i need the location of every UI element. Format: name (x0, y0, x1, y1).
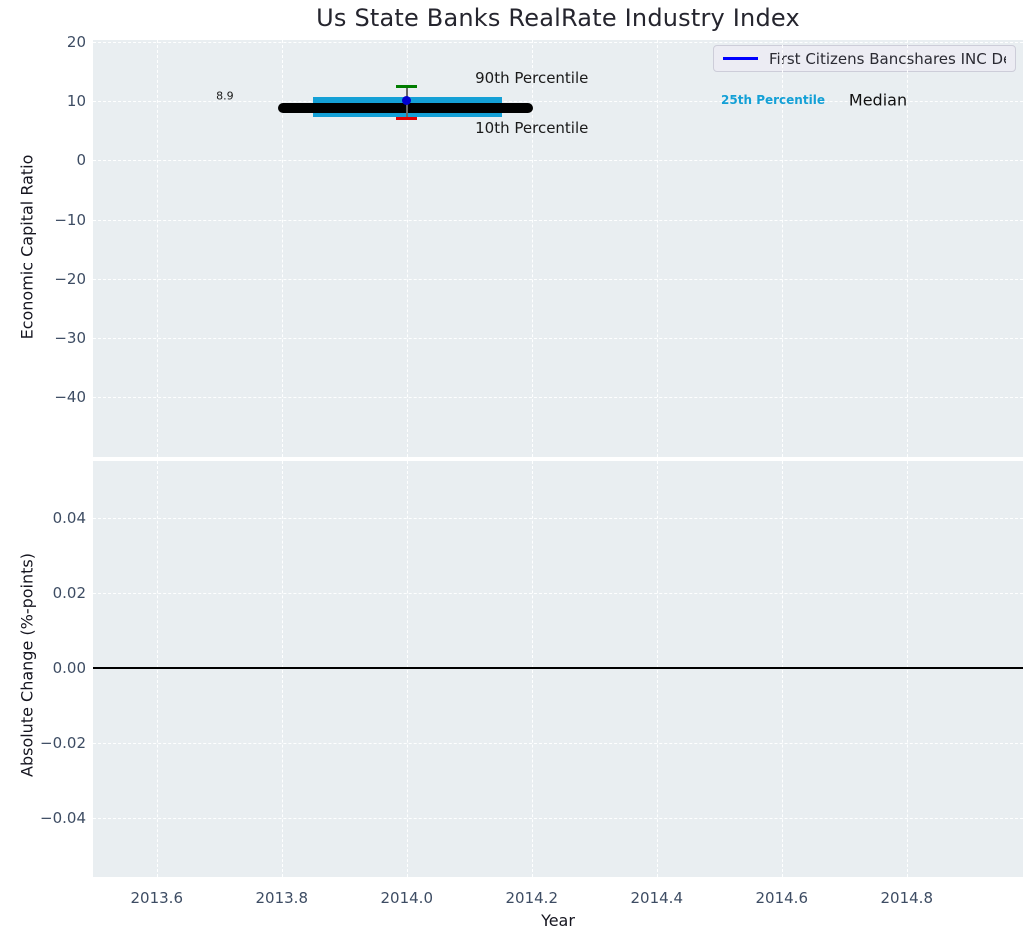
gridline (93, 278, 1023, 280)
errorbar-cap-10th (396, 117, 418, 121)
x-tick-label: 2014.4 (630, 889, 684, 907)
y-tick-label: 20 (66, 33, 86, 52)
legend-line-sample (723, 57, 758, 60)
legend: First Citizens Bancshares INC De (713, 45, 1016, 72)
gridline (906, 40, 908, 457)
y-tick-label: −20 (54, 269, 86, 288)
gridline (93, 219, 1023, 221)
y-tick-label: −0.02 (40, 734, 86, 753)
y-tick-label: −40 (54, 387, 86, 406)
gridline (156, 40, 158, 457)
bottom-axes (93, 461, 1023, 877)
x-tick-label: 2014.8 (880, 889, 934, 907)
y-tick-label: 0 (76, 151, 86, 170)
y-tick-label: 10 (66, 92, 86, 111)
y-axis-label-top: Economic Capital Ratio (17, 154, 37, 340)
y-tick-label: 0.02 (52, 584, 86, 603)
label-25th-percentile: 25th Percentile (721, 92, 825, 107)
gridline (93, 160, 1023, 162)
x-tick-label: 2014.6 (755, 889, 809, 907)
x-tick-label: 2013.6 (130, 889, 184, 907)
gridline (281, 40, 283, 457)
top-axes: First Citizens Bancshares INC De 8.9 90th… (93, 40, 1023, 457)
gridline (781, 40, 783, 457)
errorbar-cap-90th (396, 85, 418, 89)
gridline (93, 42, 1023, 44)
label-90th-percentile: 90th Percentile (475, 68, 589, 87)
y-tick-label: 0.00 (52, 659, 86, 678)
gridline (93, 593, 1023, 595)
label-median: Median (848, 90, 908, 110)
gridline (93, 396, 1023, 398)
zero-line (93, 667, 1023, 670)
gridline (93, 518, 1023, 520)
gridline (93, 743, 1023, 745)
chart-title: Us State Banks RealRate Industry Index (316, 4, 800, 32)
gridline (93, 101, 1023, 103)
y-tick-label: −10 (54, 210, 86, 229)
gridline (406, 40, 408, 457)
legend-label: First Citizens Bancshares INC De (769, 49, 1006, 68)
x-tick-label: 2013.8 (255, 889, 309, 907)
gridline (531, 40, 533, 457)
y-tick-label: −30 (54, 328, 86, 347)
y-tick-label: 0.04 (52, 509, 86, 528)
gridline (656, 40, 658, 457)
company-point (402, 95, 412, 105)
label-10th-percentile: 10th Percentile (475, 119, 589, 137)
gridline (93, 337, 1023, 339)
x-tick-label: 2014.0 (380, 889, 434, 907)
median-value-label: 8.9 (216, 89, 234, 103)
x-tick-label: 2014.2 (505, 889, 559, 907)
gridline (93, 818, 1023, 820)
median-line (278, 102, 533, 113)
x-axis-label: Year (541, 911, 575, 930)
y-tick-label: −0.04 (40, 809, 86, 828)
